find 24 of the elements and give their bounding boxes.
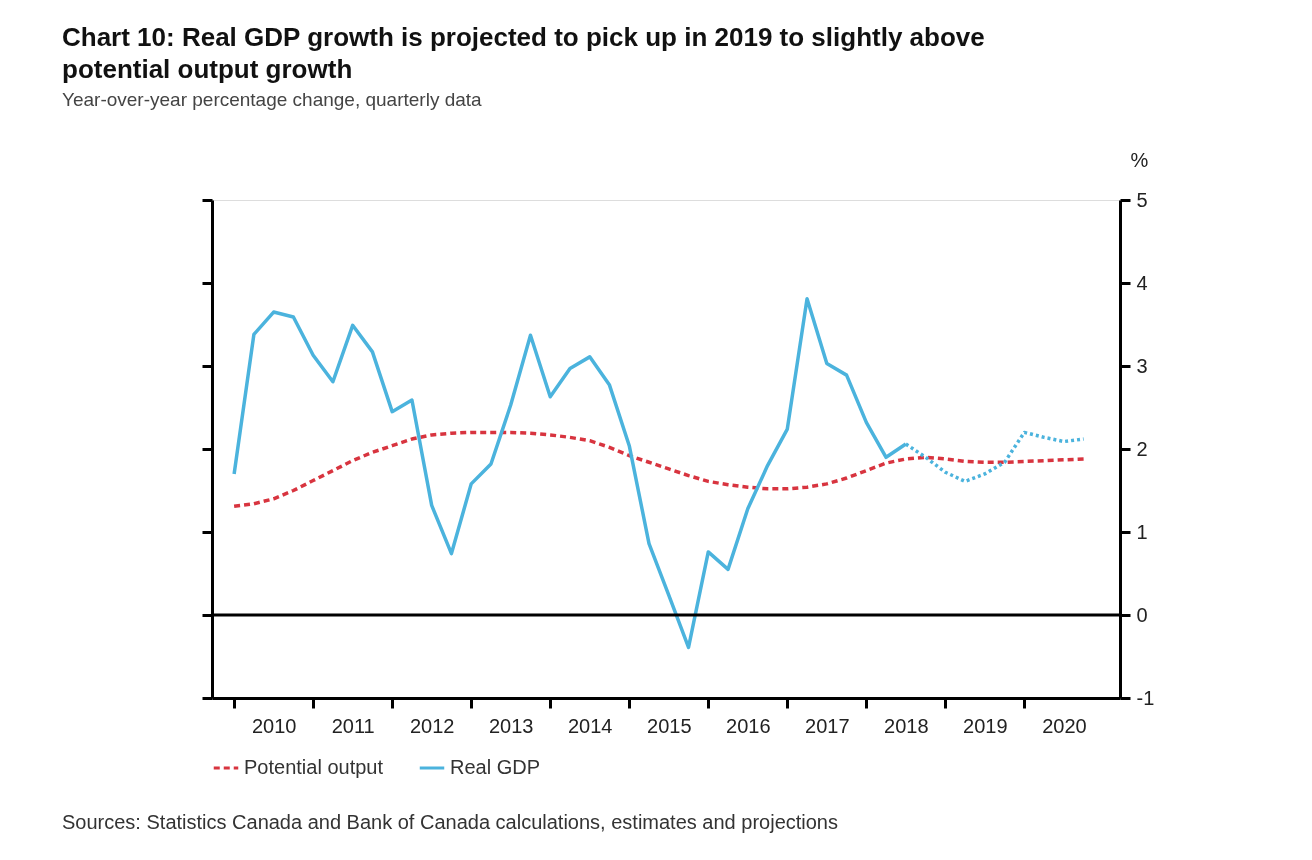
chart-subtitle: Year-over-year percentage change, quarterly data bbox=[62, 89, 483, 110]
x-tick-label: 2010 bbox=[251, 714, 297, 737]
y-tick-label: 2 bbox=[1136, 437, 1148, 460]
y-tick-label: 4 bbox=[1136, 271, 1148, 294]
legend-label: Real GDP bbox=[450, 756, 541, 778]
y-tick-label: 0 bbox=[1136, 603, 1148, 626]
x-tick-label: 2011 bbox=[331, 714, 375, 737]
y-tick-label: 3 bbox=[1136, 354, 1148, 377]
x-tick-label: 2017 bbox=[805, 714, 850, 737]
x-tick-label: 2014 bbox=[567, 714, 613, 737]
x-tick-label: 2020 bbox=[1042, 714, 1087, 737]
x-tick-label: 2012 bbox=[409, 714, 455, 737]
y-axis-title: % bbox=[1130, 148, 1149, 171]
y-tick-label: -1 bbox=[1136, 686, 1155, 709]
source-note: Sources: Statistics Canada and Bank of Canada calculations, estimates and projections bbox=[62, 811, 838, 833]
legend-label: Potential output bbox=[244, 756, 384, 778]
chart-title: Chart 10: Real GDP growth is projected to pick up in 2019 to slightly above potential output growth bbox=[62, 22, 985, 84]
x-tick-label: 2018 bbox=[884, 714, 929, 737]
y-tick-label: 5 bbox=[1136, 188, 1148, 211]
x-tick-label: 2019 bbox=[963, 714, 1008, 737]
y-tick-label: 1 bbox=[1136, 520, 1148, 543]
x-tick-label: 2013 bbox=[488, 714, 534, 737]
x-tick-label: 2016 bbox=[726, 714, 771, 737]
x-tick-label: 2015 bbox=[647, 714, 692, 737]
